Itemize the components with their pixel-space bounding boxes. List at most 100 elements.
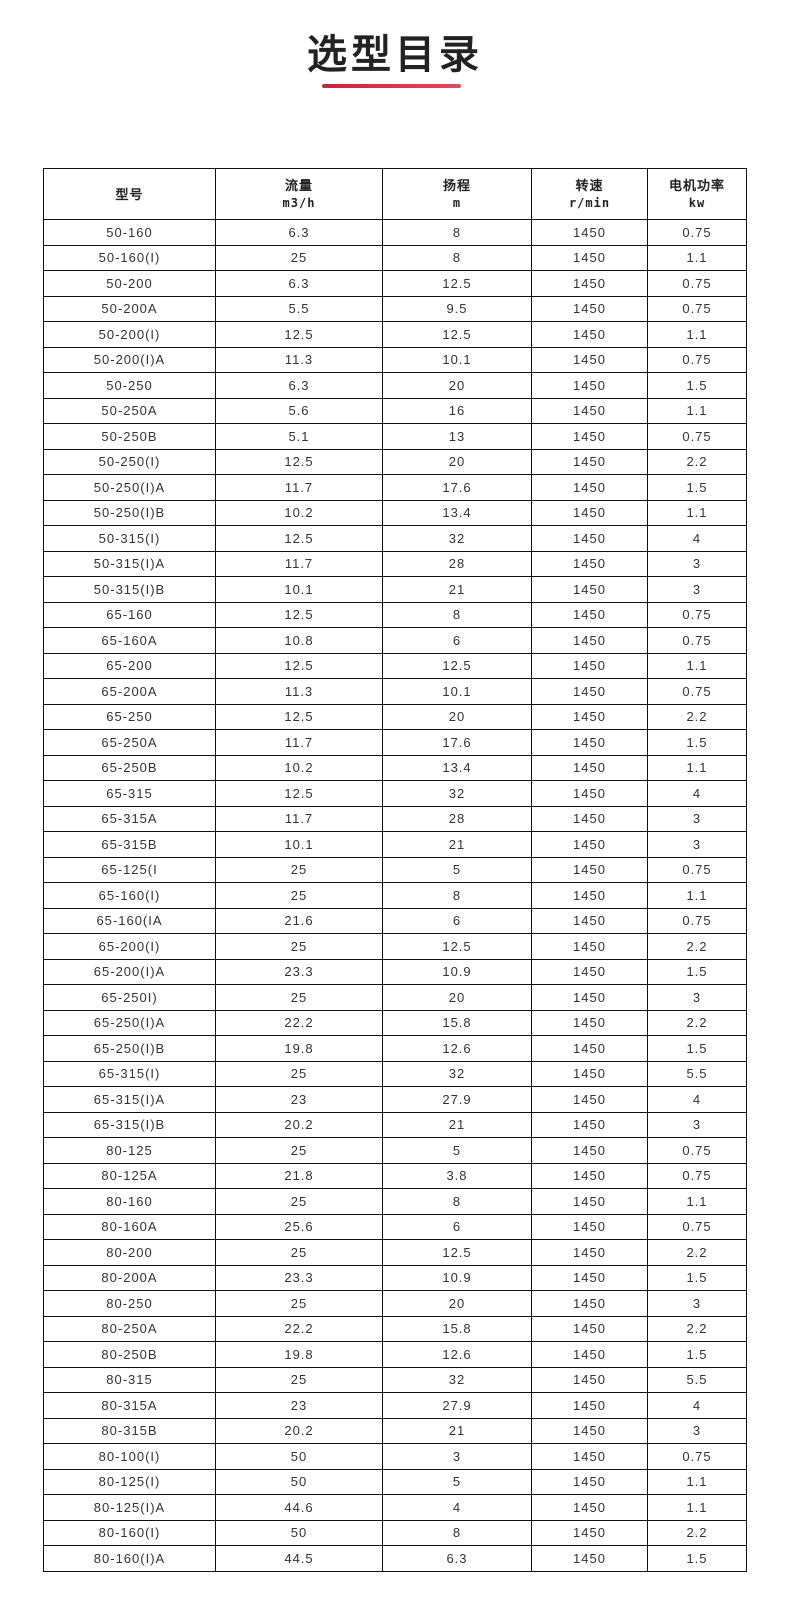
header-unit: m3/h bbox=[282, 195, 316, 210]
cell-power: 0.75 bbox=[647, 678, 747, 705]
cell-flow: 11.7 bbox=[215, 474, 383, 501]
cell-head: 28 bbox=[382, 805, 532, 832]
cell-power: 0.75 bbox=[647, 1213, 747, 1240]
cell-speed: 1450 bbox=[531, 499, 648, 526]
cell-model: 80-315A bbox=[43, 1392, 216, 1419]
cell-model: 50-315(I)A bbox=[43, 550, 216, 577]
cell-speed: 1450 bbox=[531, 295, 648, 322]
table-row: 50-250(I)B 10.2 13.4 1450 1.1 bbox=[43, 499, 747, 526]
cell-head: 20 bbox=[382, 984, 532, 1011]
cell-power: 2.2 bbox=[647, 933, 747, 960]
cell-head: 32 bbox=[382, 780, 532, 807]
cell-model: 65-160 bbox=[43, 601, 216, 628]
table-row: 65-250 12.5 20 1450 2.2 bbox=[43, 703, 747, 730]
cell-power: 0.75 bbox=[647, 1443, 747, 1470]
cell-head: 12.5 bbox=[382, 1239, 532, 1266]
table-row: 65-250I) 25 20 1450 3 bbox=[43, 984, 747, 1011]
cell-speed: 1450 bbox=[531, 321, 648, 348]
cell-speed: 1450 bbox=[531, 958, 648, 985]
cell-power: 1.1 bbox=[647, 1468, 747, 1495]
cell-speed: 1450 bbox=[531, 907, 648, 934]
table-row: 65-315A 11.7 28 1450 3 bbox=[43, 805, 747, 832]
cell-flow: 23 bbox=[215, 1086, 383, 1113]
cell-model: 65-125(I bbox=[43, 856, 216, 883]
table-row: 65-250(I)B 19.8 12.6 1450 1.5 bbox=[43, 1035, 747, 1062]
table-row: 65-160(IA 21.6 6 1450 0.75 bbox=[43, 907, 747, 934]
table-row: 65-200A 11.3 10.1 1450 0.75 bbox=[43, 678, 747, 705]
cell-power: 3 bbox=[647, 576, 747, 603]
cell-speed: 1450 bbox=[531, 754, 648, 781]
cell-flow: 12.5 bbox=[215, 448, 383, 475]
cell-head: 20 bbox=[382, 1290, 532, 1317]
cell-power: 0.75 bbox=[647, 907, 747, 934]
cell-power: 0.75 bbox=[647, 1137, 747, 1164]
cell-speed: 1450 bbox=[531, 1111, 648, 1138]
cell-flow: 23.3 bbox=[215, 958, 383, 985]
table-row: 50-250 6.3 20 1450 1.5 bbox=[43, 372, 747, 399]
cell-power: 0.75 bbox=[647, 219, 747, 246]
cell-power: 1.5 bbox=[647, 372, 747, 399]
cell-model: 50-315(I) bbox=[43, 525, 216, 552]
cell-head: 12.6 bbox=[382, 1341, 532, 1368]
cell-speed: 1450 bbox=[531, 805, 648, 832]
table-row: 80-160 25 8 1450 1.1 bbox=[43, 1188, 747, 1215]
cell-model: 65-200(I)A bbox=[43, 958, 216, 985]
table-row: 80-315 25 32 1450 5.5 bbox=[43, 1366, 747, 1393]
table-row: 65-250(I)A 22.2 15.8 1450 2.2 bbox=[43, 1009, 747, 1036]
cell-head: 6 bbox=[382, 1213, 532, 1240]
cell-speed: 1450 bbox=[531, 831, 648, 858]
cell-power: 1.5 bbox=[647, 1545, 747, 1572]
cell-head: 12.5 bbox=[382, 933, 532, 960]
cell-flow: 10.1 bbox=[215, 831, 383, 858]
page-title: 选型目录 bbox=[307, 32, 483, 78]
cell-flow: 11.3 bbox=[215, 678, 383, 705]
cell-flow: 23.3 bbox=[215, 1264, 383, 1291]
cell-power: 0.75 bbox=[647, 601, 747, 628]
cell-flow: 25 bbox=[215, 1290, 383, 1317]
cell-model: 50-250(I)A bbox=[43, 474, 216, 501]
cell-model: 65-315(I) bbox=[43, 1060, 216, 1087]
cell-head: 17.6 bbox=[382, 729, 532, 756]
cell-model: 65-250 bbox=[43, 703, 216, 730]
cell-speed: 1450 bbox=[531, 1290, 648, 1317]
cell-speed: 1450 bbox=[531, 448, 648, 475]
cell-head: 21 bbox=[382, 1417, 532, 1444]
cell-model: 65-315B bbox=[43, 831, 216, 858]
table-row: 80-125(I) 50 5 1450 1.1 bbox=[43, 1468, 747, 1495]
cell-head: 12.5 bbox=[382, 321, 532, 348]
header-unit: kw bbox=[688, 195, 706, 210]
table-row: 65-250A 11.7 17.6 1450 1.5 bbox=[43, 729, 747, 756]
cell-head: 27.9 bbox=[382, 1086, 532, 1113]
cell-power: 2.2 bbox=[647, 1315, 747, 1342]
cell-flow: 5.6 bbox=[215, 397, 383, 424]
cell-flow: 22.2 bbox=[215, 1315, 383, 1342]
cell-power: 3 bbox=[647, 805, 747, 832]
cell-power: 2.2 bbox=[647, 448, 747, 475]
cell-power: 3 bbox=[647, 1417, 747, 1444]
cell-model: 50-200(I)A bbox=[43, 346, 216, 373]
cell-model: 65-250(I)A bbox=[43, 1009, 216, 1036]
cell-power: 3 bbox=[647, 1111, 747, 1138]
cell-power: 0.75 bbox=[647, 856, 747, 883]
cell-power: 3 bbox=[647, 550, 747, 577]
cell-speed: 1450 bbox=[531, 1137, 648, 1164]
cell-flow: 25 bbox=[215, 882, 383, 909]
cell-speed: 1450 bbox=[531, 525, 648, 552]
cell-speed: 1450 bbox=[531, 780, 648, 807]
cell-head: 8 bbox=[382, 1519, 532, 1546]
cell-speed: 1450 bbox=[531, 346, 648, 373]
table-row: 65-315 12.5 32 1450 4 bbox=[43, 780, 747, 807]
table-row: 80-125(I)A 44.6 4 1450 1.1 bbox=[43, 1494, 747, 1521]
table-row: 65-200(I)A 23.3 10.9 1450 1.5 bbox=[43, 958, 747, 985]
cell-flow: 25 bbox=[215, 984, 383, 1011]
cell-model: 80-250 bbox=[43, 1290, 216, 1317]
cell-head: 5 bbox=[382, 856, 532, 883]
cell-speed: 1450 bbox=[531, 627, 648, 654]
cell-speed: 1450 bbox=[531, 1341, 648, 1368]
cell-power: 4 bbox=[647, 1392, 747, 1419]
table-row: 80-100(I) 50 3 1450 0.75 bbox=[43, 1443, 747, 1470]
header-model: 型号 bbox=[43, 168, 216, 220]
cell-head: 13.4 bbox=[382, 499, 532, 526]
cell-flow: 5.1 bbox=[215, 423, 383, 450]
cell-speed: 1450 bbox=[531, 372, 648, 399]
